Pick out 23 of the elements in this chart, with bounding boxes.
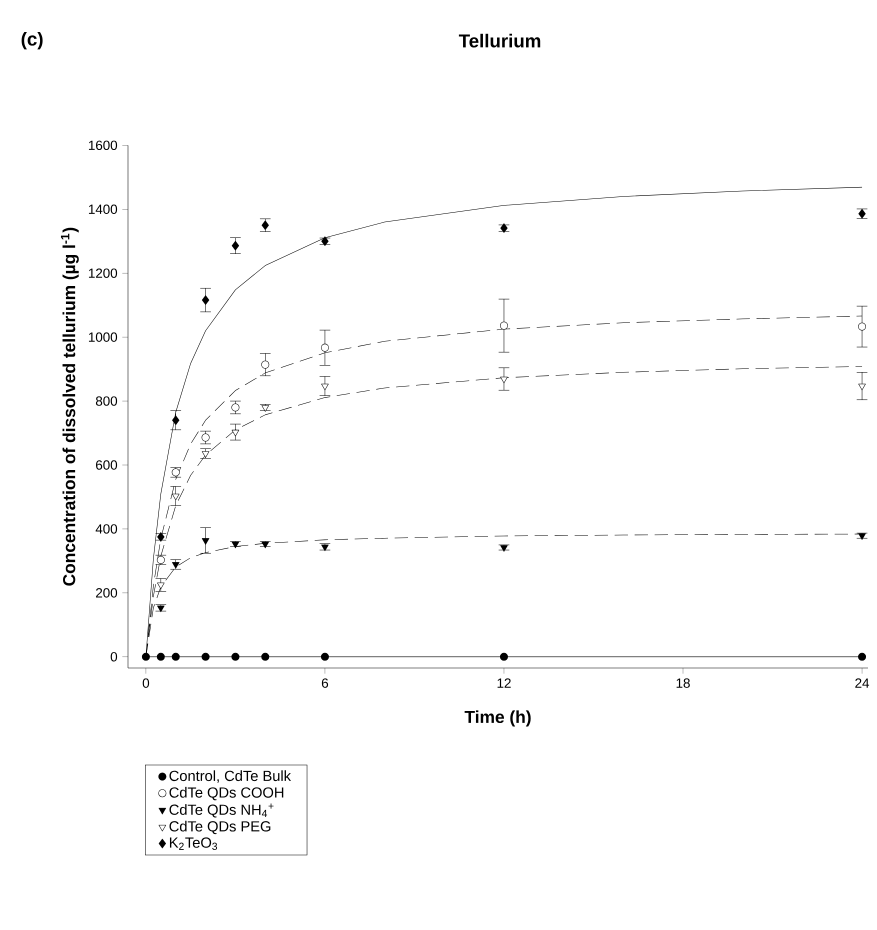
y-axis-title: Concentration of dissolved tellurium (µg l$^{-1}$) bbox=[60, 228, 79, 586]
y-tick-label: 1000 bbox=[88, 332, 118, 342]
x-tick-label: 6 bbox=[322, 678, 328, 688]
chart-title: Tellurium bbox=[458, 34, 540, 48]
y-tick-label: 200 bbox=[96, 588, 118, 598]
y-tick-label: 1600 bbox=[88, 140, 118, 150]
y-tick-label: 600 bbox=[96, 460, 118, 470]
x-tick-label: 18 bbox=[676, 678, 690, 688]
x-tick-label: 12 bbox=[498, 678, 511, 688]
legend-label: CdTe QDs COOH bbox=[170, 786, 284, 800]
legend-label: CdTe QDs NH$_{4}$+ bbox=[170, 804, 274, 818]
y-tick-label: 800 bbox=[96, 396, 118, 406]
y-tick-label: 1200 bbox=[88, 268, 118, 278]
y-tick-label: 1400 bbox=[88, 204, 118, 214]
text: (c) bbox=[22, 32, 43, 50]
x-axis-title: Time (h) bbox=[464, 710, 531, 726]
y-tick-label: 400 bbox=[96, 524, 118, 534]
legend-label: K$_{2}$TeO$_{3}$ bbox=[170, 837, 218, 850]
x-tick-label: 24 bbox=[855, 678, 870, 688]
legend-label: Control, CdTe Bulk bbox=[170, 770, 292, 783]
x-tick-label: 0 bbox=[142, 678, 150, 688]
legend-label: CdTe QDs PEG bbox=[170, 820, 270, 834]
y-tick-label: 0 bbox=[110, 652, 118, 662]
